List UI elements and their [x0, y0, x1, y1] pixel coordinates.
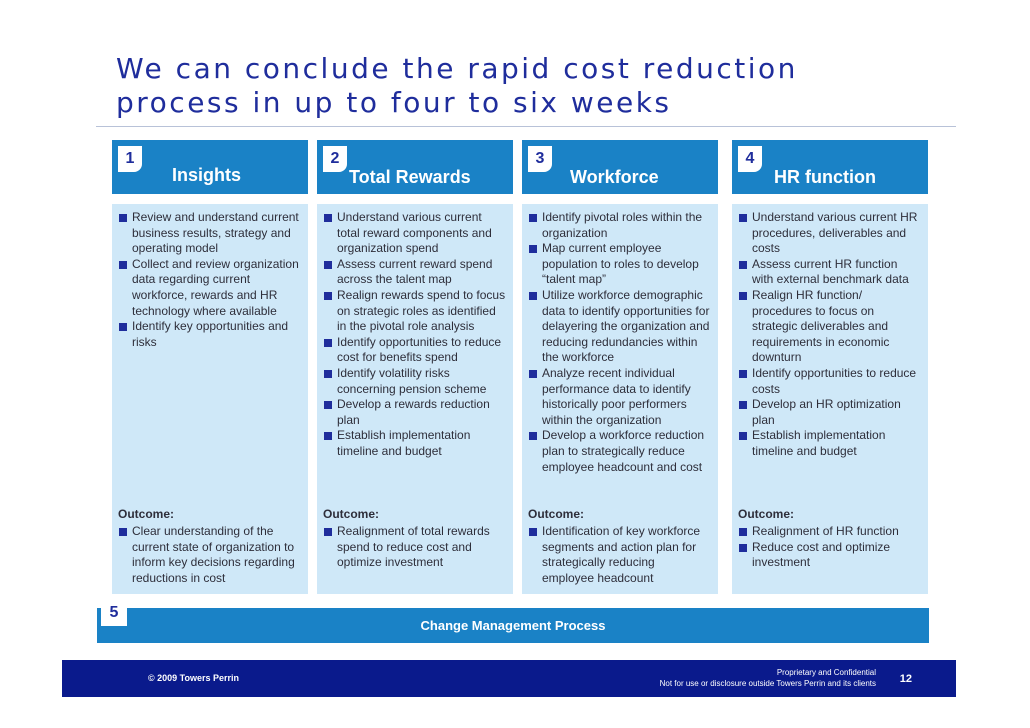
list-item: Establish implementation timeline and bu… — [738, 428, 922, 459]
list-item: Develop a workforce reduction plan to st… — [528, 428, 712, 475]
list-item: Collect and review organization data reg… — [118, 257, 302, 319]
list-item: Assess current HR function with external… — [738, 257, 922, 288]
list-item: Identify pivotal roles within the organi… — [528, 210, 712, 241]
change-management-bar: Change Management Process — [97, 608, 929, 643]
list-item: Develop a rewards reduction plan — [323, 397, 507, 428]
outcome-section: Outcome: Clear understanding of the curr… — [112, 506, 304, 586]
title-line-2: process in up to four to six weeks — [116, 86, 672, 119]
outcome-section: Outcome: Identification of key workforce… — [522, 506, 714, 586]
outcome-list: Realignment of HR function Reduce cost a… — [738, 524, 918, 571]
disclosure-notice: Not for use or disclosure outside Towers… — [659, 679, 876, 688]
step-number: 3 — [528, 146, 552, 172]
list-item: Realign rewards spend to focus on strate… — [323, 288, 507, 335]
column-heading: Insights — [172, 165, 242, 185]
activity-list: Understand various current total reward … — [317, 204, 513, 460]
list-item: Identify key opportunities and risks — [118, 319, 302, 350]
activity-list: Understand various current HR procedures… — [732, 204, 928, 460]
list-item: Review and understand current business r… — [118, 210, 302, 257]
list-item: Understand various current total reward … — [323, 210, 507, 257]
step-number: 4 — [738, 146, 762, 172]
column-body-insights: Review and understand current business r… — [112, 204, 308, 594]
list-item: Map current employee population to roles… — [528, 241, 712, 288]
step-number: 2 — [323, 146, 347, 172]
outcome-item: Reduce cost and optimize investment — [738, 540, 918, 571]
column-body-total-rewards: Understand various current total reward … — [317, 204, 513, 594]
title-divider — [96, 126, 956, 127]
column-heading: Workforce — [570, 167, 659, 187]
column-header-total-rewards: 2 Total Rewards — [317, 140, 513, 194]
list-item: Understand various current HR procedures… — [738, 210, 922, 257]
copyright: © 2009 Towers Perrin — [148, 673, 240, 683]
activity-list: Review and understand current business r… — [112, 204, 308, 350]
outcome-label: Outcome: — [528, 507, 585, 521]
page-title: We can conclude the rapid cost reduction… — [116, 52, 936, 120]
list-item: Utilize workforce demographic data to id… — [528, 288, 712, 366]
outcome-list: Realignment of total rewards spend to re… — [323, 524, 503, 571]
list-item: Assess current reward spend across the t… — [323, 257, 507, 288]
column-header-hr-function: 4 HR function — [732, 140, 928, 194]
footer-bar: © 2009 Towers Perrin Proprietary and Con… — [62, 660, 956, 697]
activity-list: Identify pivotal roles within the organi… — [522, 204, 718, 475]
column-body-hr-function: Understand various current HR procedures… — [732, 204, 928, 594]
column-header-workforce: 3 Workforce — [522, 140, 718, 194]
outcome-item: Identification of key workforce segments… — [528, 524, 708, 586]
column-heading: HR function — [774, 167, 876, 187]
list-item: Identify opportunities to reduce cost fo… — [323, 335, 507, 366]
page-number: 12 — [899, 673, 912, 685]
list-item: Establish implementation timeline and bu… — [323, 428, 507, 459]
confidential-notice: Proprietary and Confidential — [776, 668, 876, 677]
step-number: 1 — [118, 146, 142, 172]
outcome-section: Outcome: Realignment of HR function Redu… — [732, 506, 924, 571]
list-item: Analyze recent individual performance da… — [528, 366, 712, 428]
outcome-list: Identification of key workforce segments… — [528, 524, 708, 586]
step-number: 5 — [101, 600, 127, 626]
outcome-item: Realignment of total rewards spend to re… — [323, 524, 503, 571]
outcome-list: Clear understanding of the current state… — [118, 524, 298, 586]
column-heading: Total Rewards — [349, 167, 471, 187]
outcome-label: Outcome: — [738, 507, 795, 521]
list-item: Realign HR function/ procedures to focus… — [738, 288, 922, 366]
outcome-label: Outcome: — [323, 507, 380, 521]
outcome-item: Realignment of HR function — [738, 524, 918, 540]
column-header-insights: 1 Insights — [112, 140, 308, 194]
outcome-section: Outcome: Realignment of total rewards sp… — [317, 506, 509, 571]
list-item: Identify volatility risks concerning pen… — [323, 366, 507, 397]
list-item: Develop an HR optimization plan — [738, 397, 922, 428]
column-body-workforce: Identify pivotal roles within the organi… — [522, 204, 718, 594]
outcome-label: Outcome: — [118, 507, 175, 521]
change-management-label: Change Management Process — [420, 618, 606, 633]
outcome-item: Clear understanding of the current state… — [118, 524, 298, 586]
title-line-1: We can conclude the rapid cost reduction — [116, 52, 798, 85]
list-item: Identify opportunities to reduce costs — [738, 366, 922, 397]
